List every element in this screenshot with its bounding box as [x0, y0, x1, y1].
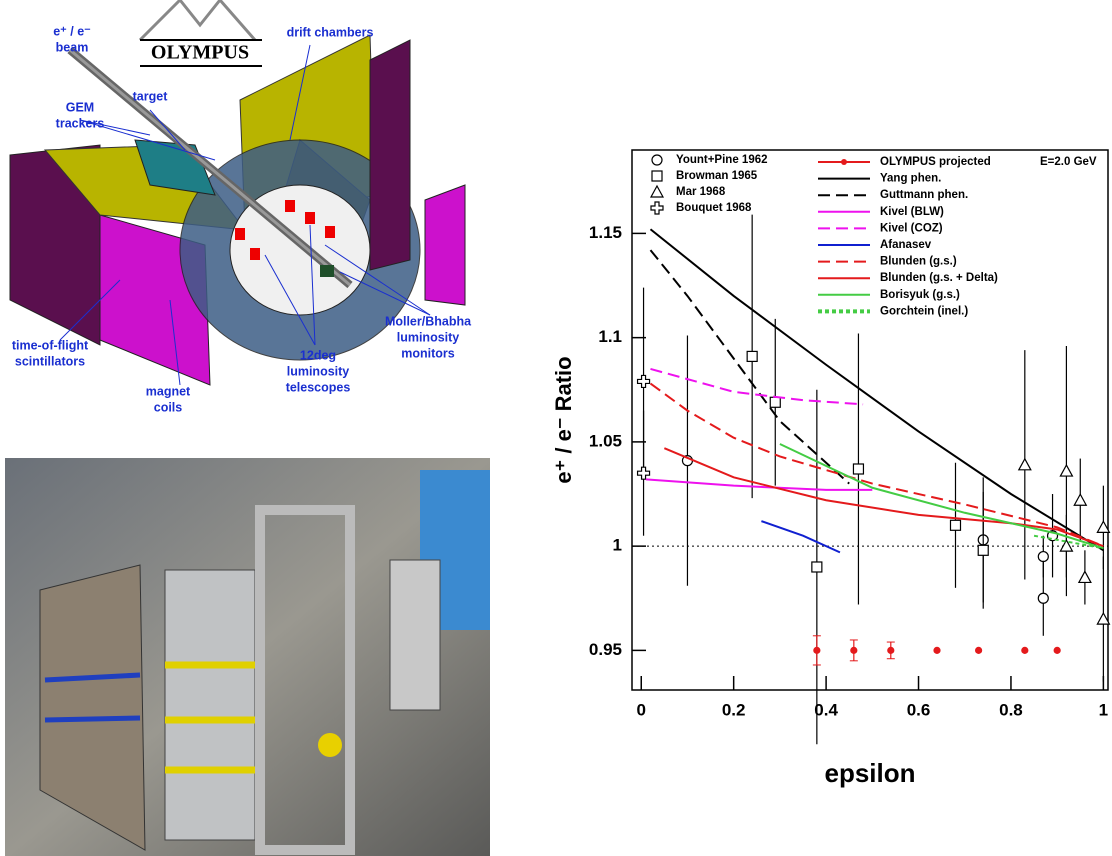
model-curve: [664, 448, 1103, 546]
data-point: [1060, 465, 1072, 476]
data-point: [934, 647, 940, 653]
data-point: [978, 545, 988, 555]
y-tick-label: 1: [613, 536, 622, 555]
data-point: [1038, 593, 1048, 603]
legend-label: Gorchtein (inel.): [880, 305, 968, 317]
diagram-label: luminosity: [397, 330, 460, 344]
x-tick-label: 1: [1099, 700, 1108, 719]
model-curve: [650, 229, 1103, 550]
diagram-label: Moller/Bhabha: [385, 314, 472, 328]
y-tick-label: 1.15: [589, 223, 622, 242]
model-curve: [780, 444, 1103, 548]
legend-label: Yount+Pine 1962: [676, 154, 768, 166]
annotation: E=2.0 GeV: [1040, 156, 1097, 168]
data-point: [747, 351, 757, 361]
diagram-label: coils: [154, 400, 183, 414]
legend-label: Yang phen.: [880, 173, 941, 185]
data-point: [1074, 494, 1086, 505]
data-point: [851, 647, 857, 653]
diagram-label: telescopes: [286, 380, 351, 394]
diagram-label: time-of-flight: [12, 338, 89, 352]
diagram-label: beam: [56, 40, 89, 54]
diagram-label: scintillators: [15, 354, 85, 368]
model-curve: [650, 369, 863, 404]
model-curve: [650, 384, 1103, 547]
diagram-label: trackers: [56, 116, 105, 130]
legend-marker: [651, 186, 663, 197]
legend-label: Kivel (COZ): [880, 222, 943, 234]
legend-label: Blunden (g.s. + Delta): [880, 272, 998, 284]
diagram-label: GEM: [66, 100, 94, 114]
diagram-label: 12deg: [300, 348, 336, 362]
legend-label: Kivel (BLW): [880, 206, 944, 218]
data-point: [814, 647, 820, 653]
detector-diagram: OLYMPUS e⁺ / e⁻ beam drift chambers target G…: [10, 0, 472, 414]
x-axis-title: epsilon: [824, 758, 915, 788]
data-point: [888, 647, 894, 653]
y-tick-label: 0.95: [589, 640, 622, 659]
y-tick-label: 1.1: [598, 327, 622, 346]
legend-label: Blunden (g.s.): [880, 256, 957, 268]
data-point: [812, 562, 822, 572]
data-point: [1079, 571, 1091, 582]
data-point: [853, 464, 863, 474]
model-curve: [761, 521, 840, 552]
legend-label: Afanasev: [880, 239, 932, 251]
detector-photo: [5, 458, 490, 856]
legend-label: Bouquet 1968: [676, 202, 752, 214]
legend-marker: [651, 202, 663, 214]
data-point: [1022, 647, 1028, 653]
diagram-label: e⁺ / e⁻: [53, 24, 91, 38]
data-point: [950, 520, 960, 530]
legend-marker: [652, 171, 662, 181]
diagram-label: magnet: [146, 384, 191, 398]
data-point: [770, 397, 780, 407]
x-tick-label: 0.2: [722, 700, 746, 719]
data-point: [638, 467, 650, 479]
legend-label: Guttmann phen.: [880, 189, 968, 201]
y-axis-title: e⁺ / e⁻ Ratio: [551, 356, 576, 483]
diagram-label: drift chambers: [287, 25, 374, 39]
logo: OLYMPUS: [151, 42, 249, 64]
data-point: [1038, 552, 1048, 562]
x-tick-label: 0.4: [814, 700, 838, 719]
x-tick-label: 0.8: [999, 700, 1023, 719]
diagram-label: luminosity: [287, 364, 350, 378]
data-point: [1054, 647, 1060, 653]
legend-label: OLYMPUS projected: [880, 156, 991, 168]
legend-marker: [652, 155, 662, 165]
data-point: [1019, 459, 1031, 470]
x-tick-label: 0: [637, 700, 646, 719]
legend-label: Mar 1968: [676, 186, 726, 198]
data-point: [976, 647, 982, 653]
legend-label: Browman 1965: [676, 170, 758, 182]
diagram-label: target: [133, 89, 169, 103]
y-tick-label: 1.05: [589, 431, 622, 450]
model-curve: [650, 250, 849, 484]
x-tick-label: 0.6: [907, 700, 931, 719]
figure: OLYMPUS e⁺ / e⁻ beam drift chambers target G…: [0, 0, 1112, 856]
data-point: [638, 375, 650, 387]
legend-marker: [841, 159, 847, 165]
diagram-label: monitors: [401, 346, 455, 360]
legend-label: Borisyuk (g.s.): [880, 289, 960, 301]
